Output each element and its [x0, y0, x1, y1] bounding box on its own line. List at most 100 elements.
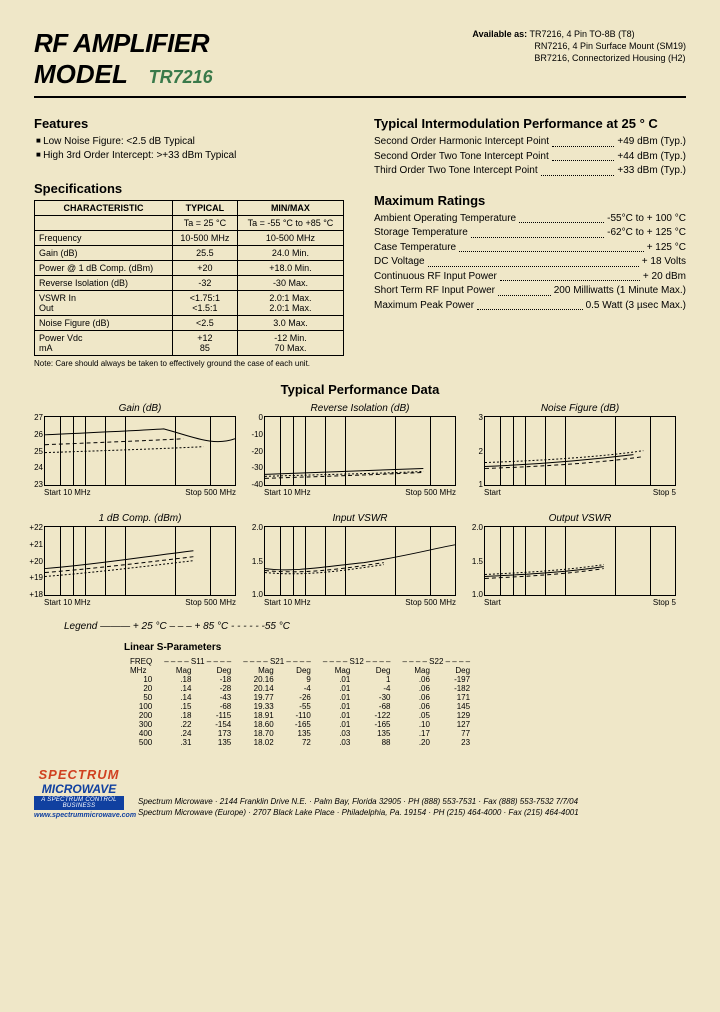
spec-cell: -32 [172, 276, 237, 291]
spec-cell: <1.75:1 <1.5:1 [172, 291, 237, 316]
sp-cell: .10 [396, 720, 435, 729]
spec-cell: VSWR In Out [35, 291, 173, 316]
sp-cell: -4 [280, 684, 317, 693]
sp-cell: 77 [436, 729, 476, 738]
sp-cell: 10 [124, 675, 158, 684]
spec-cell: 3.0 Max. [237, 316, 343, 331]
sp-cell: .22 [158, 720, 197, 729]
sp-cell: .01 [317, 720, 356, 729]
spec-col1: TYPICAL [172, 201, 237, 216]
spec-cell: Gain (dB) [35, 246, 173, 261]
sp-cell: 18.70 [237, 729, 279, 738]
spec-cell: Power @ 1 dB Comp. (dBm) [35, 261, 173, 276]
spec-cell: -12 Min. 70 Max. [237, 331, 343, 356]
s-parameters: Linear S-Parameters FREQ MHz– – – – S11 … [124, 642, 686, 747]
sp-cell: .01 [317, 675, 356, 684]
features: Features Low Noise Figure: <2.5 dB Typic… [34, 116, 344, 163]
logo: SPECTRUM MICROWAVE A SPECTRUM CONTROL BU… [34, 767, 124, 819]
sp-cell: -197 [436, 675, 476, 684]
sp-cell: .18 [158, 675, 197, 684]
sp-cell: 129 [436, 711, 476, 720]
chart: Input VSWR2.01.51.0Start 10 MHzStop 500 … [264, 513, 456, 607]
sp-cell: 1 [356, 675, 396, 684]
spec-line: Second Order Two Tone Intercept Point+44… [374, 150, 686, 165]
sp-cell: .01 [317, 693, 356, 702]
spec-note: Note: Care should always be taken to eff… [34, 359, 344, 368]
sp-cell: -18 [197, 675, 237, 684]
spec-cell: -30 Max. [237, 276, 343, 291]
sp-cell: -165 [280, 720, 317, 729]
spec-cell: 10-500 MHz [237, 231, 343, 246]
sp-cell: .01 [317, 702, 356, 711]
sp-cell: 72 [280, 738, 317, 747]
sp-cell: 173 [197, 729, 237, 738]
spec-sub2: Ta = -55 °C to +85 °C [237, 216, 343, 231]
footer: SPECTRUM MICROWAVE A SPECTRUM CONTROL BU… [34, 767, 686, 819]
sp-cell: .24 [158, 729, 197, 738]
sp-cell: 127 [436, 720, 476, 729]
sp-cell: .20 [396, 738, 435, 747]
header: RF AMPLIFIER MODEL TR7216 Available as: … [34, 28, 686, 98]
sp-cell: -122 [356, 711, 396, 720]
sp-cell: -4 [356, 684, 396, 693]
sp-cell: 20 [124, 684, 158, 693]
spec-heading: Specifications [34, 181, 344, 196]
sp-cell: -28 [197, 684, 237, 693]
chart: 1 dB Comp. (dBm)+22+21+20+19+18Start 10 … [44, 513, 236, 607]
spec-cell: Reverse Isolation (dB) [35, 276, 173, 291]
sp-cell: -55 [280, 702, 317, 711]
sp-cell: -30 [356, 693, 396, 702]
sp-cell: 20.16 [237, 675, 279, 684]
spec-cell: Frequency [35, 231, 173, 246]
sp-cell: -26 [280, 693, 317, 702]
logo-microwave: MICROWAVE [34, 782, 124, 796]
spec-line: Continuous RF Input Power+ 20 dBm [374, 270, 686, 285]
model-code: TR7216 [149, 67, 213, 87]
avail-2: BR7216, Connectorized Housing (H2) [534, 53, 685, 63]
spec-cell: +18.0 Min. [237, 261, 343, 276]
avail-1: RN7216, 4 Pin Surface Mount (SM19) [534, 41, 686, 51]
sp-cell: 18.60 [237, 720, 279, 729]
sparams-heading: Linear S-Parameters [124, 642, 686, 653]
sp-cell: -68 [197, 702, 237, 711]
sp-cell: -110 [280, 711, 317, 720]
intermod-rows: Second Order Harmonic Intercept Point+49… [374, 135, 686, 179]
model-label: MODEL [34, 59, 127, 89]
sp-cell: 400 [124, 729, 158, 738]
sp-cell: -115 [197, 711, 237, 720]
spec-cell: 24.0 Min. [237, 246, 343, 261]
spec-cell: Noise Figure (dB) [35, 316, 173, 331]
sp-cell: 9 [280, 675, 317, 684]
chart: Reverse Isolation (dB)0-10-20-30-40Start… [264, 403, 456, 497]
title-block: RF AMPLIFIER MODEL TR7216 [34, 28, 213, 90]
spec-cell: Power Vdc mA [35, 331, 173, 356]
spec-line: Storage Temperature-62°C to + 125 °C [374, 226, 686, 241]
logo-tag: A SPECTRUM CONTROL BUSINESS [34, 796, 124, 810]
spec-line: Second Order Harmonic Intercept Point+49… [374, 135, 686, 150]
sp-cell: 171 [436, 693, 476, 702]
sp-cell: 200 [124, 711, 158, 720]
spec-line: Maximum Peak Power0.5 Watt (3 µsec Max.) [374, 299, 686, 314]
sp-cell: 19.33 [237, 702, 279, 711]
sp-cell: -43 [197, 693, 237, 702]
spec-cell: 25.5 [172, 246, 237, 261]
title-line1: RF AMPLIFIER [34, 28, 213, 59]
sp-cell: 135 [280, 729, 317, 738]
feature-0: Low Noise Figure: <2.5 dB Typical [36, 135, 344, 149]
sp-cell: -154 [197, 720, 237, 729]
sp-cell: 88 [356, 738, 396, 747]
chart: Noise Figure (dB)321StartStop 5 [484, 403, 676, 497]
sp-cell: .15 [158, 702, 197, 711]
perf-title: Typical Performance Data [34, 382, 686, 397]
sp-cell: .31 [158, 738, 197, 747]
footer-l2: Spectrum Microwave (Europe) · 2707 Black… [138, 808, 579, 817]
sp-cell: 500 [124, 738, 158, 747]
sp-cell: 100 [124, 702, 158, 711]
footer-lines: Spectrum Microwave · 2144 Franklin Drive… [138, 797, 579, 819]
charts-grid: Gain (dB)2726252423Start 10 MHzStop 500 … [34, 403, 686, 607]
sp-cell: .05 [396, 711, 435, 720]
sp-cell: .03 [317, 729, 356, 738]
title-line2: MODEL TR7216 [34, 59, 213, 90]
spec-cell: 2.0:1 Max. 2.0:1 Max. [237, 291, 343, 316]
spec-line: DC Voltage+ 18 Volts [374, 255, 686, 270]
